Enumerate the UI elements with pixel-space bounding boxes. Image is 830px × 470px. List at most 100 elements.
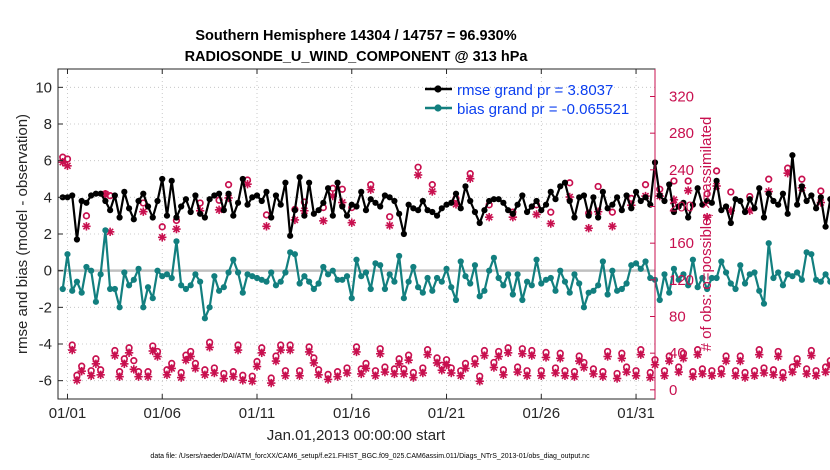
series-rmse-point bbox=[500, 199, 507, 206]
series-bias-point bbox=[798, 276, 805, 283]
obs-assimilated-stroke bbox=[116, 373, 124, 381]
series-bias-point bbox=[519, 296, 526, 304]
obs-assimilated-point bbox=[769, 370, 778, 380]
obs-assimilated-stroke bbox=[367, 186, 375, 194]
series-bias-point bbox=[789, 273, 796, 280]
series-bias-point bbox=[362, 269, 370, 276]
obs-assimilated-point bbox=[361, 364, 371, 373]
obs-assimilated-stroke bbox=[381, 368, 389, 376]
series-rmse-point bbox=[817, 194, 824, 201]
series-rmse-point bbox=[680, 199, 687, 206]
obs-possible-point bbox=[670, 177, 678, 185]
obs-assimilated-point bbox=[608, 222, 617, 231]
obs-assimilated-point bbox=[532, 210, 541, 219]
obs-assimilated-stroke bbox=[476, 377, 484, 385]
obs-assimilated-stroke bbox=[310, 359, 318, 367]
series-bias-point bbox=[741, 280, 749, 287]
obs-assimilated-point bbox=[96, 370, 105, 380]
obs-assimilated-point bbox=[518, 349, 527, 358]
y-right-tick-label: 240 bbox=[669, 162, 694, 179]
series-bias-point bbox=[253, 274, 261, 282]
obs-assimilated-point bbox=[262, 222, 271, 231]
series-bias-point bbox=[661, 271, 668, 278]
series-rmse-point bbox=[637, 197, 644, 205]
x-tick-label: 01/31 bbox=[617, 405, 655, 422]
series-bias-point bbox=[324, 271, 332, 278]
obs-assimilated-point bbox=[546, 219, 555, 228]
obs-assimilated-stroke bbox=[495, 352, 503, 361]
series-bias-point bbox=[234, 269, 242, 276]
obs-assimilated-stroke bbox=[206, 343, 214, 351]
series-rmse-point bbox=[97, 190, 104, 197]
obs-assimilated-stroke bbox=[253, 362, 261, 371]
series-rmse-point bbox=[798, 183, 805, 190]
series-bias-point bbox=[97, 271, 104, 278]
obs-assimilated-point bbox=[560, 371, 570, 380]
series-rmse-point bbox=[467, 197, 474, 205]
obs-assimilated-stroke bbox=[348, 219, 356, 227]
series-rmse-point bbox=[377, 203, 384, 210]
y-tick-label: 6 bbox=[44, 153, 52, 170]
obs-assimilated-point bbox=[484, 212, 494, 222]
series-bias-point bbox=[471, 262, 479, 269]
obs-assimilated-point bbox=[82, 222, 91, 231]
series-rmse-point bbox=[438, 205, 445, 212]
series-rmse-point bbox=[689, 201, 697, 208]
footnote: data file: /Users/raeder/DAI/ATM_forcXX/… bbox=[150, 453, 590, 460]
series-rmse-point bbox=[590, 194, 597, 201]
series-rmse-point bbox=[576, 194, 583, 201]
obs-assimilated-point bbox=[176, 373, 186, 382]
obs-assimilated-point bbox=[357, 369, 366, 379]
series-bias-point bbox=[476, 293, 483, 300]
series-rmse-point bbox=[789, 152, 796, 159]
series-bias-point bbox=[258, 276, 265, 283]
obs-assimilated-stroke bbox=[537, 372, 545, 380]
series-bias-point bbox=[296, 280, 303, 287]
y-tick-label: 8 bbox=[44, 116, 52, 133]
obs-assimilated-stroke bbox=[618, 354, 626, 362]
obs-assimilated-point bbox=[390, 369, 399, 379]
series-rmse-point bbox=[770, 197, 777, 205]
obs-assimilated-point bbox=[731, 371, 740, 380]
obs-assimilated-point bbox=[295, 371, 304, 380]
obs-assimilated-stroke bbox=[760, 369, 768, 377]
series-rmse-point bbox=[561, 179, 569, 186]
obs-assimilated-point bbox=[276, 345, 285, 355]
obs-assimilated-point bbox=[63, 161, 72, 171]
obs-assimilated-stroke bbox=[613, 374, 621, 383]
series-bias-point bbox=[656, 296, 663, 304]
series-rmse-point bbox=[296, 174, 303, 181]
series-rmse-point bbox=[211, 192, 218, 199]
series-rmse-point bbox=[182, 196, 190, 203]
series-bias-point bbox=[704, 285, 711, 293]
series-bias-point bbox=[481, 287, 488, 294]
obs-assimilated-point bbox=[148, 346, 157, 356]
series-rmse-point bbox=[320, 199, 327, 206]
series-bias-point bbox=[523, 278, 531, 285]
series-bias-point bbox=[182, 285, 190, 293]
series-rmse-point bbox=[566, 197, 573, 205]
obs-assimilated-point bbox=[574, 356, 584, 366]
obs-assimilated-stroke bbox=[679, 354, 688, 362]
obs-assimilated-stroke bbox=[324, 375, 332, 384]
series-rmse-point bbox=[343, 212, 351, 219]
obs-assimilated-stroke bbox=[59, 158, 67, 166]
series-bias-point bbox=[528, 282, 535, 289]
series-rmse-point bbox=[88, 192, 95, 199]
ticks: 01/01 01/06 01/11 01/16 01/21 01/26 01/31 -6 -4 -… bbox=[35, 69, 694, 422]
series-bias-point bbox=[59, 285, 66, 293]
series-bias-point bbox=[538, 280, 545, 287]
series-rmse-point bbox=[812, 205, 820, 212]
obs-assimilated-stroke bbox=[807, 351, 815, 360]
series-bias-point bbox=[282, 269, 289, 276]
obs-assimilated-stroke bbox=[708, 372, 716, 380]
series-bias-point bbox=[78, 289, 85, 296]
obs-assimilated-point bbox=[252, 362, 262, 371]
series-rmse-point bbox=[111, 192, 118, 199]
series-bias-point bbox=[604, 291, 611, 298]
obs-assimilated-stroke bbox=[215, 206, 223, 214]
series-bias-point bbox=[339, 276, 346, 283]
x-tick-label: 01/16 bbox=[333, 405, 371, 422]
series-rmse-point bbox=[628, 205, 635, 212]
series-bias-point bbox=[391, 278, 398, 285]
